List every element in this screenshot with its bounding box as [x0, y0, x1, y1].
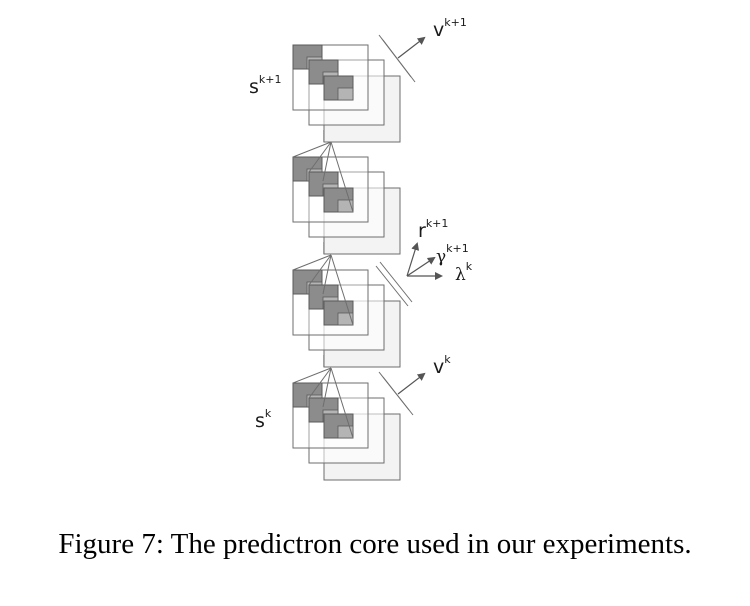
gamma-arrow: [406, 256, 436, 277]
value-arrow-bottom: [397, 372, 426, 395]
label-s-bottom: sk: [255, 407, 272, 432]
receptive-line-2-4: [330, 141, 354, 213]
label-lambda: λk: [455, 260, 473, 285]
receptive-line-4-4: [330, 367, 354, 439]
receptive-line-3-2: [322, 254, 332, 295]
label-v-top: vk+1: [433, 16, 467, 41]
receptive-line-3-3: [308, 254, 332, 286]
label-gamma: γk+1: [436, 242, 469, 267]
receptive-line-2-2: [322, 141, 332, 182]
receptive-line-3-4: [330, 254, 354, 326]
kernel-center-4-3: [337, 425, 354, 439]
label-s-top: sk+1: [249, 73, 282, 98]
receptive-line-4-1: [292, 367, 332, 384]
value-arrow-top: [397, 36, 426, 59]
predictron-core-diagram: vk+1 sk+1 rk+1 γk+1 λk vk sk: [249, 16, 473, 481]
kernel-center-1-3: [337, 87, 354, 101]
kernel-center-3-3: [337, 312, 354, 326]
figure-caption: Figure 7: The predictron core used in ou…: [58, 528, 692, 560]
receptive-line-2-3: [308, 141, 332, 173]
reward-discount-lambda-heads: [375, 242, 443, 307]
value-head-top: [378, 34, 426, 83]
kernel-center-2-3: [337, 199, 354, 213]
receptive-line-4-3: [308, 367, 332, 399]
label-r: rk+1: [418, 217, 448, 242]
conv-block-stack: [292, 44, 401, 481]
receptive-line-3-1: [292, 254, 332, 271]
reward-arrow: [406, 242, 420, 277]
value-head-bottom: [378, 371, 426, 416]
receptive-line-4-2: [322, 367, 332, 408]
receptive-line-2-1: [292, 141, 332, 158]
label-v-bottom: vk: [433, 353, 451, 378]
